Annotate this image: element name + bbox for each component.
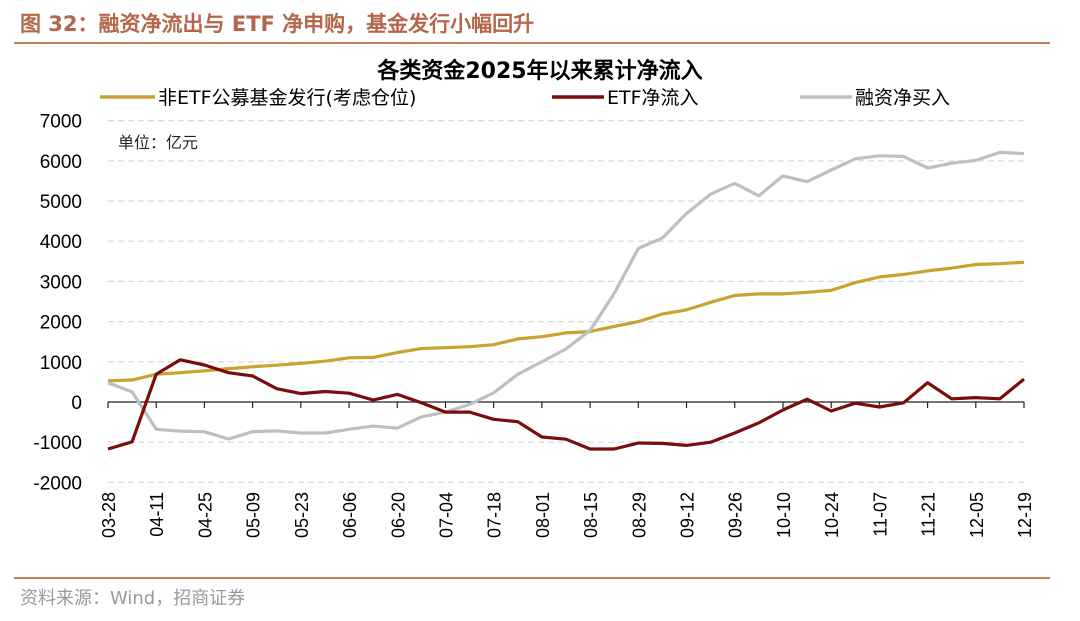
- y-tick-label: 2000: [40, 313, 82, 334]
- x-tick-label: 12-19: [1015, 492, 1035, 538]
- legend-label: ETF净流入: [607, 87, 699, 109]
- x-tick-label: 04-11: [147, 492, 167, 537]
- y-tick-label: 6000: [40, 152, 82, 173]
- x-tick-label: 09-12: [678, 492, 698, 538]
- x-tick-label: 09-26: [726, 492, 746, 538]
- x-tick-label: 12-05: [967, 492, 987, 538]
- x-tick-label: 10-10: [774, 492, 794, 538]
- x-tick-label: 07-18: [485, 492, 505, 538]
- x-tick-label: 11-21: [919, 492, 939, 537]
- y-tick-label: -2000: [33, 473, 82, 494]
- y-tick-label: 4000: [40, 232, 82, 253]
- y-tick-label: 0: [71, 393, 82, 414]
- x-tick-label: 08-29: [629, 492, 649, 538]
- x-tick-label: 06-20: [388, 492, 408, 538]
- legend-label: 非ETF公募基金发行(考虑仓位): [158, 87, 416, 109]
- y-tick-label: 1000: [40, 353, 82, 374]
- y-tick-label: 7000: [40, 112, 82, 133]
- top-divider: [14, 42, 1050, 44]
- chart-title: 各类资金2025年以来累计净流入: [376, 58, 702, 84]
- legend-label: 融资净买入: [855, 87, 950, 109]
- source-note: 资料来源：Wind，招商证券: [20, 588, 246, 609]
- x-tick-label: 11-07: [870, 492, 890, 537]
- x-tick-label: 08-15: [581, 492, 601, 538]
- unit-note: 单位：亿元: [118, 133, 198, 152]
- x-tick-label: 05-09: [244, 492, 264, 538]
- x-tick-label: 05-23: [292, 492, 312, 538]
- bottom-divider: [14, 577, 1050, 579]
- series-line-1: [107, 358, 1026, 451]
- x-tick-label: 06-06: [340, 492, 360, 538]
- x-tick-label: 03-28: [99, 492, 119, 538]
- x-tick-label: 07-04: [436, 492, 456, 538]
- series-line-0: [107, 260, 1025, 383]
- x-tick-label: 04-25: [195, 492, 215, 538]
- x-tick-label: 10-24: [822, 492, 842, 538]
- y-tick-label: 5000: [40, 192, 82, 213]
- y-tick-label: 3000: [40, 272, 82, 293]
- x-tick-label: 08-01: [533, 492, 553, 538]
- y-tick-label: -1000: [33, 433, 82, 454]
- series-line-2: [107, 150, 1025, 441]
- figure-title: 图 32：融资净流出与 ETF 净申购，基金发行小幅回升: [20, 12, 535, 36]
